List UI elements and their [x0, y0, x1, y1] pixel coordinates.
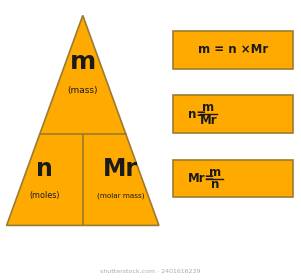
FancyBboxPatch shape: [173, 160, 293, 197]
Text: Mr=: Mr=: [188, 172, 215, 185]
Text: n=: n=: [188, 108, 206, 121]
Text: m: m: [202, 101, 214, 115]
Text: n: n: [36, 157, 53, 181]
FancyBboxPatch shape: [173, 95, 293, 133]
Text: (moles): (moles): [29, 191, 60, 200]
Text: (molar mass): (molar mass): [97, 192, 144, 199]
Polygon shape: [7, 15, 159, 225]
Text: n: n: [211, 178, 219, 191]
Text: shutterstock.com · 2401616239: shutterstock.com · 2401616239: [100, 269, 201, 274]
Text: m: m: [209, 166, 221, 179]
FancyBboxPatch shape: [173, 31, 293, 69]
Text: (mass): (mass): [67, 86, 98, 95]
Text: m = n ×Mr: m = n ×Mr: [198, 43, 268, 56]
Text: Mr: Mr: [103, 157, 138, 181]
Text: Mr: Mr: [200, 114, 217, 127]
Text: m: m: [70, 50, 96, 74]
